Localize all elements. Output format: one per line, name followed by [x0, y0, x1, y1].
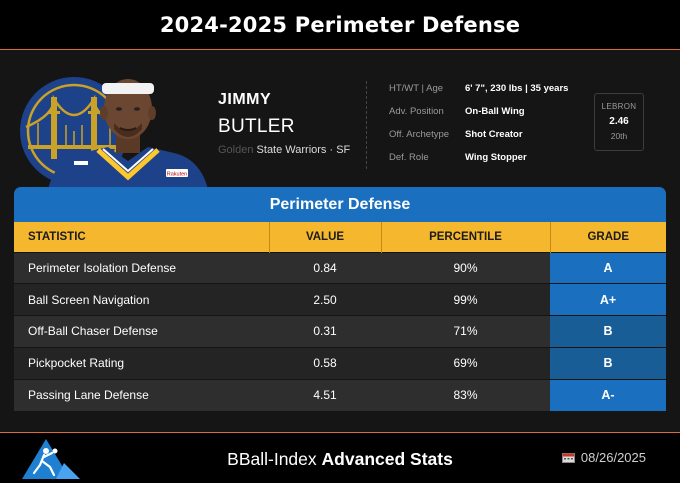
table-row: Passing Lane Defense 4.51 83% A-	[14, 378, 666, 411]
stat-name: Perimeter Isolation Defense	[14, 251, 269, 284]
stat-value: 2.50	[269, 283, 381, 316]
column-header-grade: GRADE	[549, 222, 666, 252]
brand-name: BBall-Index	[227, 449, 317, 469]
jersey-sponsor: Rakuten	[167, 172, 188, 178]
player-team: Golden State Warriors · SF	[218, 144, 350, 156]
stat-name: Pickpocket Rating	[14, 346, 269, 380]
lebron-value: 2.46	[609, 116, 629, 127]
column-header-value: VALUE	[268, 222, 381, 252]
stat-value: 0.84	[269, 251, 381, 284]
player-header: Rakuten JIMMY BUTLER Golden State Warrio…	[0, 51, 680, 191]
info-value: Wing Stopper	[465, 152, 527, 163]
stat-grade: A-	[550, 378, 666, 411]
stat-value: 0.31	[269, 315, 381, 348]
date-text: 08/26/2025	[580, 450, 646, 465]
column-header-statistic: STATISTIC	[14, 222, 269, 252]
stats-table: STATISTIC VALUE PERCENTILE GRADE Perimet…	[14, 222, 666, 411]
stat-percentile: 83%	[381, 378, 550, 411]
info-value: On-Ball Wing	[465, 106, 525, 117]
info-value: Shot Creator	[465, 129, 523, 140]
stat-percentile: 69%	[381, 346, 550, 380]
info-label: HT/WT | Age	[389, 83, 444, 94]
bball-index-logo	[22, 439, 80, 479]
lebron-badge: LEBRON 2.46 20th	[594, 93, 644, 151]
table-row: Off-Ball Chaser Defense 0.31 71% B	[14, 315, 666, 348]
brand-tagline: Advanced Stats	[321, 449, 453, 469]
stat-value: 4.51	[269, 378, 381, 411]
team-name-fragment: Golden	[218, 144, 254, 156]
title-bar: 2024-2025 Perimeter Defense	[0, 0, 680, 50]
table-header-row: STATISTIC VALUE PERCENTILE GRADE	[14, 222, 666, 252]
table-row: Ball Screen Navigation 2.50 99% A+	[14, 283, 666, 316]
column-header-percentile: PERCENTILE	[380, 222, 550, 252]
info-label: Adv. Position	[389, 106, 444, 117]
lebron-title: LEBRON	[601, 102, 637, 111]
info-value: 6' 7", 230 lbs | 35 years	[465, 83, 569, 94]
stat-name: Passing Lane Defense	[14, 378, 269, 411]
stat-percentile: 90%	[381, 251, 550, 284]
table-row: Perimeter Isolation Defense 0.84 90% A	[14, 251, 666, 284]
table-row: Pickpocket Rating 0.58 69% B	[14, 346, 666, 380]
stat-name: Off-Ball Chaser Defense	[14, 315, 269, 348]
card-title: Perimeter Defense	[14, 187, 666, 222]
lebron-rank: 20th	[610, 131, 628, 141]
info-label: Def. Role	[389, 152, 429, 163]
header-divider	[366, 81, 367, 169]
stat-grade: B	[550, 346, 666, 380]
page-title: 2024-2025 Perimeter Defense	[159, 12, 521, 37]
stat-grade: A+	[550, 283, 666, 316]
footer-date: 08/26/2025	[561, 450, 646, 465]
player-last-name: BUTLER	[218, 116, 295, 137]
info-label: Off. Archetype	[389, 129, 450, 140]
footer-brand: BBall-Index Advanced Stats	[0, 449, 680, 470]
footer: BBall-Index Advanced Stats 08/26/2025	[0, 432, 680, 483]
stat-grade: A	[550, 251, 666, 284]
stat-name: Ball Screen Navigation	[14, 283, 269, 316]
player-headshot: Rakuten	[48, 79, 208, 189]
stat-percentile: 99%	[381, 283, 550, 316]
stat-value: 0.58	[269, 346, 381, 380]
calendar-icon	[561, 453, 575, 463]
stats-card: Perimeter Defense STATISTIC VALUE PERCEN…	[14, 187, 666, 411]
player-first-name: JIMMY	[218, 91, 272, 108]
team-position-line: State Warriors · SF	[256, 144, 351, 156]
stat-percentile: 71%	[381, 315, 550, 348]
stat-grade: B	[550, 315, 666, 348]
